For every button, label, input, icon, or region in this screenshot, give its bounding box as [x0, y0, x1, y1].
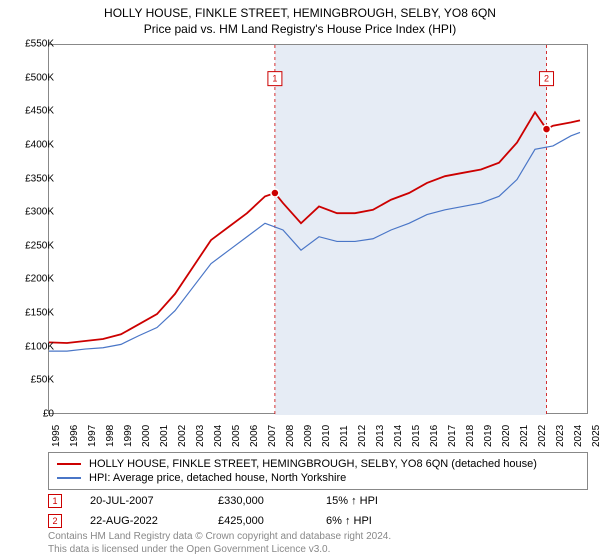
x-tick-label: 2006 — [249, 425, 260, 447]
x-tick-label: 2008 — [285, 425, 296, 447]
chart-title: HOLLY HOUSE, FINKLE STREET, HEMINGBROUGH… — [0, 0, 600, 20]
svg-text:2: 2 — [544, 74, 549, 84]
legend-label: HOLLY HOUSE, FINKLE STREET, HEMINGBROUGH… — [89, 458, 537, 470]
x-tick-label: 2025 — [591, 425, 600, 447]
transaction-delta: 15% ↑ HPI — [326, 495, 378, 507]
x-tick-label: 2013 — [375, 425, 386, 447]
x-tick-label: 2002 — [177, 425, 188, 447]
y-tick-label: £300K — [10, 207, 54, 218]
x-tick-label: 2010 — [321, 425, 332, 447]
y-tick-label: £150K — [10, 308, 54, 319]
y-tick-label: £400K — [10, 139, 54, 150]
x-tick-label: 2022 — [537, 425, 548, 447]
legend-item: HPI: Average price, detached house, Nort… — [57, 471, 579, 485]
y-tick-label: £500K — [10, 72, 54, 83]
x-tick-label: 2005 — [231, 425, 242, 447]
x-tick-label: 2007 — [267, 425, 278, 447]
x-tick-label: 1999 — [123, 425, 134, 447]
x-tick-label: 2012 — [357, 425, 368, 447]
y-tick-label: £200K — [10, 274, 54, 285]
x-tick-label: 2019 — [483, 425, 494, 447]
x-tick-label: 1995 — [51, 425, 62, 447]
x-tick-label: 2004 — [213, 425, 224, 447]
x-tick-label: 2018 — [465, 425, 476, 447]
x-tick-label: 2003 — [195, 425, 206, 447]
y-tick-label: £250K — [10, 240, 54, 251]
x-tick-label: 2011 — [339, 425, 350, 447]
y-tick-label: £450K — [10, 106, 54, 117]
x-tick-label: 2020 — [501, 425, 512, 447]
x-tick-label: 2021 — [519, 425, 530, 447]
footer-attribution: Contains HM Land Registry data © Crown c… — [48, 530, 391, 556]
chart-plot-area: 12 — [48, 44, 588, 414]
x-tick-label: 2015 — [411, 425, 422, 447]
footer-line: This data is licensed under the Open Gov… — [48, 544, 330, 555]
x-tick-label: 2009 — [303, 425, 314, 447]
footer-line: Contains HM Land Registry data © Crown c… — [48, 531, 391, 542]
transaction-date: 20-JUL-2007 — [90, 495, 190, 507]
transaction-price: £425,000 — [218, 515, 298, 527]
marker-badge: 2 — [48, 514, 62, 528]
chart-container: HOLLY HOUSE, FINKLE STREET, HEMINGBROUGH… — [0, 0, 600, 560]
legend: HOLLY HOUSE, FINKLE STREET, HEMINGBROUGH… — [48, 452, 588, 490]
transaction-row: 1 20-JUL-2007 £330,000 15% ↑ HPI — [48, 494, 588, 508]
x-tick-label: 1997 — [87, 425, 98, 447]
y-tick-label: £350K — [10, 173, 54, 184]
transaction-row: 2 22-AUG-2022 £425,000 6% ↑ HPI — [48, 514, 588, 528]
y-tick-label: £550K — [10, 39, 54, 50]
legend-label: HPI: Average price, detached house, Nort… — [89, 472, 346, 484]
x-tick-label: 2016 — [429, 425, 440, 447]
y-tick-label: £100K — [10, 341, 54, 352]
legend-item: HOLLY HOUSE, FINKLE STREET, HEMINGBROUGH… — [57, 457, 579, 471]
y-tick-label: £0 — [10, 409, 54, 420]
x-tick-label: 1996 — [69, 425, 80, 447]
marker-badge: 1 — [48, 494, 62, 508]
transaction-date: 22-AUG-2022 — [90, 515, 190, 527]
svg-text:1: 1 — [272, 74, 277, 84]
transaction-delta: 6% ↑ HPI — [326, 515, 372, 527]
transaction-price: £330,000 — [218, 495, 298, 507]
x-tick-label: 2023 — [555, 425, 566, 447]
legend-swatch — [57, 463, 81, 465]
x-tick-label: 2001 — [159, 425, 170, 447]
x-tick-label: 1998 — [105, 425, 116, 447]
y-tick-label: £50K — [10, 375, 54, 386]
legend-swatch — [57, 477, 81, 479]
x-tick-label: 2017 — [447, 425, 458, 447]
chart-subtitle: Price paid vs. HM Land Registry's House … — [0, 20, 600, 36]
x-tick-label: 2000 — [141, 425, 152, 447]
chart-svg: 12 — [49, 45, 589, 415]
x-tick-label: 2024 — [573, 425, 584, 447]
x-tick-label: 2014 — [393, 425, 404, 447]
